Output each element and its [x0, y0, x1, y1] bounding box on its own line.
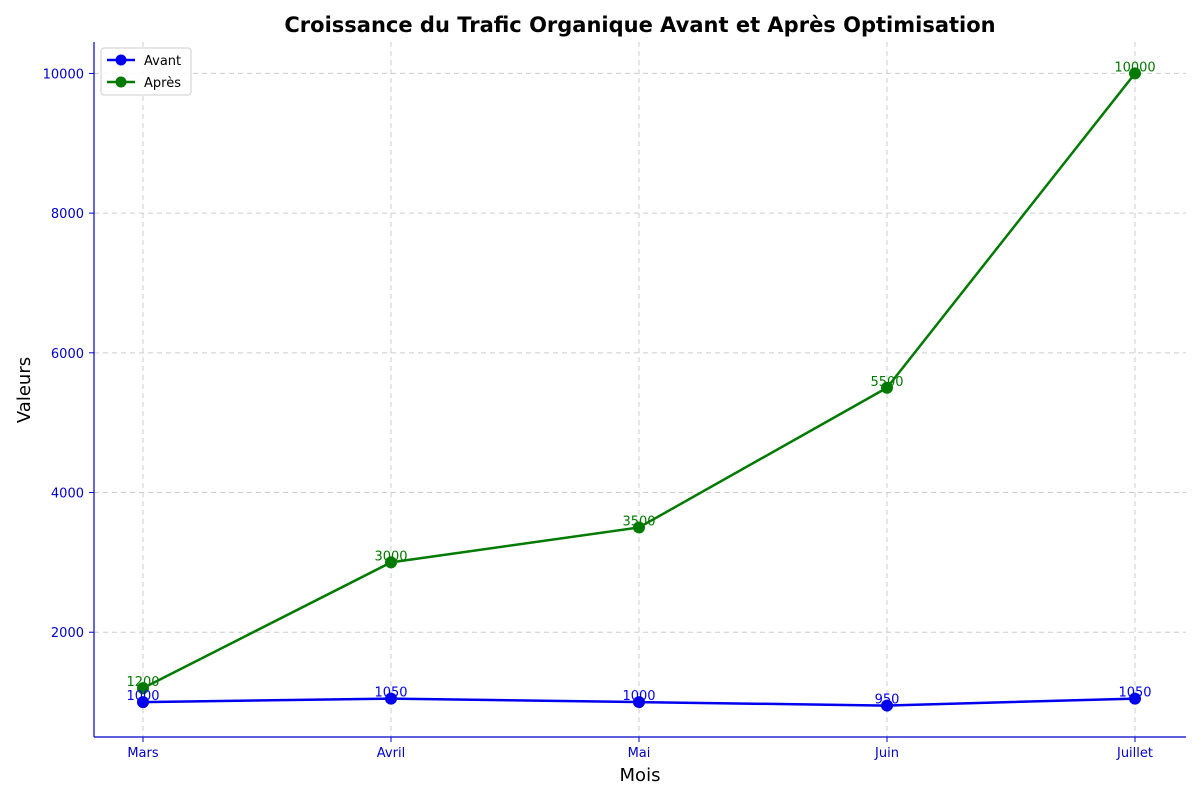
data-label: 3500	[622, 514, 655, 529]
data-label: 1050	[374, 686, 407, 701]
y-axis-label: Valeurs	[14, 357, 35, 423]
data-point	[633, 521, 645, 534]
y-tick-label: 2000	[51, 626, 84, 641]
data-label: 1200	[126, 675, 159, 690]
legend-marker-0	[115, 54, 127, 66]
y-tick-label: 4000	[51, 487, 84, 502]
data-point	[137, 682, 149, 695]
legend: Avant Après	[100, 47, 192, 96]
x-tick-label: Avril	[377, 746, 405, 761]
x-tick-label: Mars	[127, 746, 159, 761]
y-tick-label: 8000	[51, 207, 84, 222]
y-tick-label: 10000	[43, 67, 84, 82]
data-label: 1000	[126, 689, 159, 704]
x-tick-label: Juin	[874, 746, 899, 761]
series-layer	[137, 67, 1141, 712]
x-tick-label: Mai	[628, 746, 651, 761]
legend-label-0: Avant	[144, 54, 181, 69]
data-label: 950	[875, 693, 900, 708]
data-point	[881, 699, 893, 712]
data-point	[1129, 67, 1141, 80]
data-point	[633, 696, 645, 709]
data-label: 10000	[1114, 60, 1155, 75]
data-point	[385, 692, 397, 705]
data-label: 3000	[374, 549, 407, 564]
data-labels-layer: 1000 1050 1000 950 1050 1200 3000 3500 5500 10000	[126, 60, 1155, 707]
data-label: 1000	[622, 689, 655, 704]
data-point	[385, 556, 397, 569]
data-point	[137, 696, 149, 709]
data-label: 1050	[1118, 686, 1151, 701]
x-tick-label: Juillet	[1116, 746, 1153, 761]
legend-label-1: Après	[144, 76, 181, 91]
data-point	[881, 381, 893, 394]
legend-marker-1	[115, 76, 127, 88]
data-point	[1129, 692, 1141, 705]
y-tick-label: 6000	[51, 347, 84, 362]
data-label: 5500	[870, 375, 903, 390]
chart-title: Croissance du Trafic Organique Avant et …	[284, 13, 995, 37]
axes-layer: Mars Avril Mai Juin Juillet 2000 4000 6000 8000 1…	[43, 42, 1186, 761]
grid-layer	[94, 42, 1186, 737]
x-axis-label: Mois	[620, 765, 661, 786]
